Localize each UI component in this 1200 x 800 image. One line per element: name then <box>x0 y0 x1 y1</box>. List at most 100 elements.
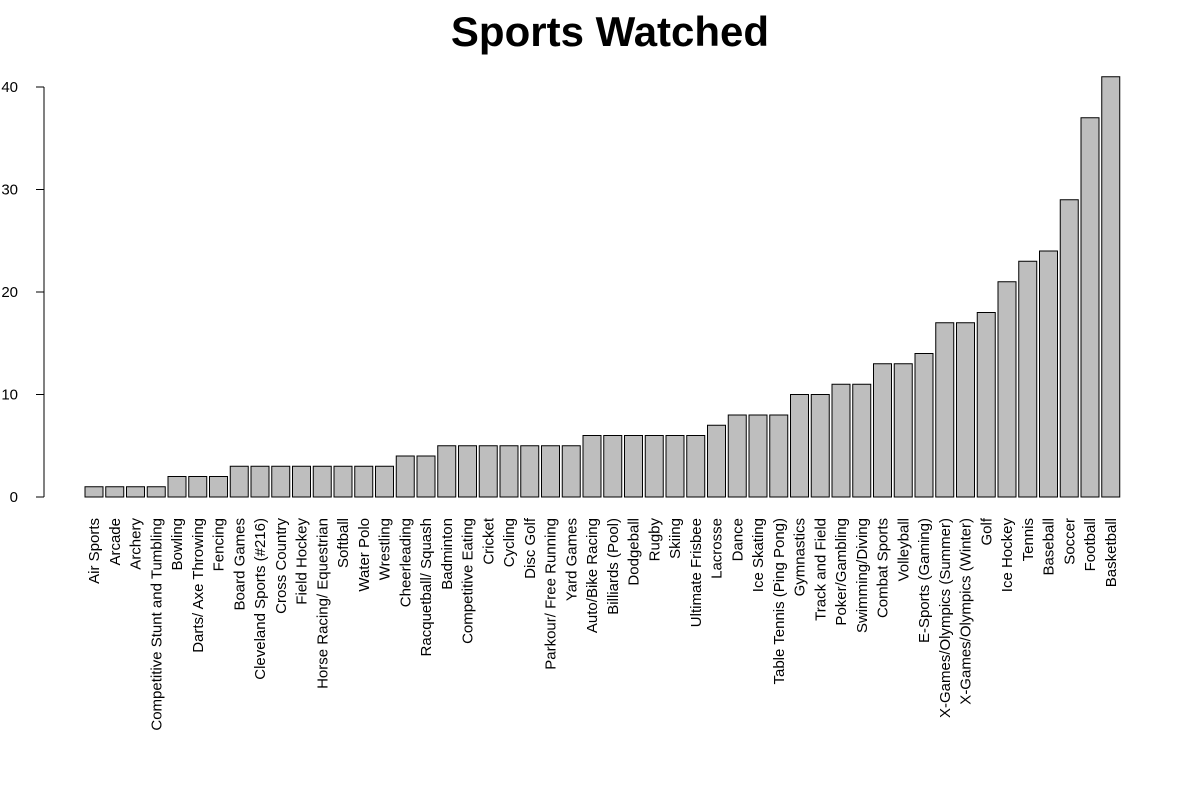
y-tick-label: 0 <box>10 489 18 506</box>
category-label: Skiing <box>667 518 684 559</box>
category-label: E-Sports (Gaming) <box>916 518 933 643</box>
category-label: Volleyball <box>895 518 912 581</box>
category-label: Parkour/ Free Running <box>543 518 560 670</box>
category-label: X-Games/Olympics (Summer) <box>937 518 954 718</box>
bar <box>416 455 436 498</box>
category-label: Field Hockey <box>294 518 311 605</box>
category-label: Baseball <box>1041 518 1058 576</box>
bar <box>893 363 913 498</box>
bar <box>769 414 789 498</box>
category-label: Dodgeball <box>626 518 643 586</box>
bar <box>375 465 394 498</box>
bar <box>582 435 602 498</box>
bar <box>603 435 623 498</box>
bar <box>935 322 955 498</box>
bar <box>1039 250 1058 498</box>
y-tick-label: 10 <box>1 387 18 404</box>
category-label: Ultimate Frisbee <box>688 518 705 627</box>
category-label: Swimming/Diving <box>854 518 871 633</box>
category-labels-group: Air Sports Arcade Archery Competitive Stunt… <box>86 517 1120 730</box>
category-label: Cross Country <box>273 518 290 614</box>
bar <box>312 465 332 498</box>
bar <box>437 445 457 498</box>
bar <box>209 476 228 498</box>
bar <box>271 465 291 498</box>
bar <box>478 445 498 498</box>
category-label: Disc Golf <box>522 517 539 579</box>
chart-title: Sports Watched <box>450 8 770 55</box>
category-label: Combat Sports <box>875 518 892 618</box>
category-label: Dance <box>729 518 746 561</box>
bar <box>790 394 809 498</box>
category-label: Badminton <box>439 518 456 590</box>
bar <box>831 383 851 498</box>
bar <box>146 486 166 498</box>
category-label: Ice Hockey <box>999 518 1016 593</box>
bar <box>458 445 477 498</box>
category-label: Cheerleading <box>397 518 414 607</box>
category-label: Competitive Eating <box>460 518 477 644</box>
bar <box>852 383 872 498</box>
y-tick-label: 20 <box>1 284 18 301</box>
category-label: Poker/Gambling <box>833 518 850 626</box>
category-label: Water Polo <box>356 518 373 592</box>
category-label: Softball <box>335 518 352 568</box>
category-label: Arcade <box>107 518 124 566</box>
category-label: Cricket <box>480 517 497 565</box>
category-label: Air Sports <box>86 518 103 584</box>
category-label: Table Tennis (Ping Pong) <box>771 518 788 685</box>
bar <box>541 445 560 498</box>
category-label: Board Games <box>231 518 248 611</box>
category-label: Wrestling <box>377 518 394 580</box>
category-label: Lacrosse <box>709 518 726 579</box>
bar <box>976 312 996 498</box>
bar <box>1080 117 1100 498</box>
category-label: Billiards (Pool) <box>605 518 622 615</box>
bar <box>644 435 664 498</box>
bar <box>1018 260 1038 498</box>
y-axis: 0 10 20 30 40 <box>1 79 45 506</box>
bar <box>105 486 125 498</box>
bar <box>126 486 145 498</box>
bar <box>333 465 353 498</box>
category-label: Rugby <box>646 518 663 562</box>
category-label: Darts/ Axe Throwing <box>190 518 207 653</box>
bar <box>499 445 519 498</box>
category-label: Golf <box>978 517 995 545</box>
y-tick-label: 40 <box>1 79 18 96</box>
category-label: Yard Games <box>563 518 580 601</box>
bar <box>748 414 768 498</box>
bar <box>250 465 270 498</box>
bar <box>1059 199 1079 498</box>
category-label: Archery <box>128 518 145 570</box>
bar <box>520 445 540 498</box>
bar <box>873 363 892 498</box>
category-label: Tennis <box>1020 518 1037 561</box>
bar <box>665 435 685 498</box>
bar <box>997 281 1017 498</box>
category-label: Cleveland Sports (#216) <box>252 518 269 680</box>
category-label: Basketball <box>1103 518 1120 587</box>
bar <box>292 465 311 498</box>
category-label: Bowling <box>169 518 186 571</box>
bar <box>707 424 726 498</box>
bar <box>727 414 747 498</box>
y-tick-label: 30 <box>1 182 18 199</box>
category-label: Fencing <box>211 518 228 571</box>
bar <box>686 435 706 498</box>
bar <box>561 445 581 498</box>
category-label: Track and Field <box>812 518 829 621</box>
bar <box>229 465 249 498</box>
category-label: Gymnastics <box>792 518 809 596</box>
category-label: Competitive Stunt and Tumbling <box>148 518 165 731</box>
bar <box>188 476 208 498</box>
category-label: Soccer <box>1061 518 1078 565</box>
bar <box>624 435 643 498</box>
bars-group <box>84 76 1121 498</box>
bar <box>395 455 415 498</box>
bar <box>84 486 104 498</box>
bar <box>956 322 975 498</box>
category-label: Racquetball/ Squash <box>418 518 435 656</box>
category-label: Horse Racing/ Equestrian <box>314 518 331 689</box>
